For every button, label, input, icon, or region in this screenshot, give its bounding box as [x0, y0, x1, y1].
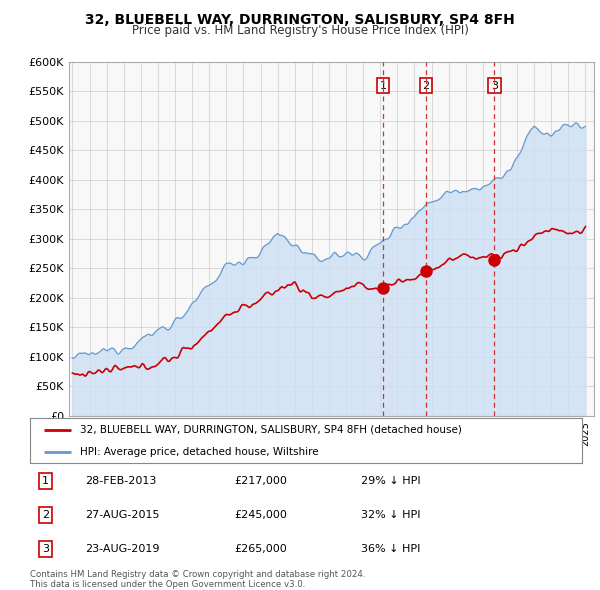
- Text: 1: 1: [380, 81, 386, 90]
- Text: 2: 2: [422, 81, 430, 90]
- Text: 3: 3: [491, 81, 498, 90]
- Text: £245,000: £245,000: [234, 510, 287, 520]
- Text: Contains HM Land Registry data © Crown copyright and database right 2024.
This d: Contains HM Land Registry data © Crown c…: [30, 570, 365, 589]
- Text: 32, BLUEBELL WAY, DURRINGTON, SALISBURY, SP4 8FH: 32, BLUEBELL WAY, DURRINGTON, SALISBURY,…: [85, 13, 515, 27]
- Text: 36% ↓ HPI: 36% ↓ HPI: [361, 544, 421, 554]
- Text: 32, BLUEBELL WAY, DURRINGTON, SALISBURY, SP4 8FH (detached house): 32, BLUEBELL WAY, DURRINGTON, SALISBURY,…: [80, 425, 461, 435]
- Text: HPI: Average price, detached house, Wiltshire: HPI: Average price, detached house, Wilt…: [80, 447, 319, 457]
- Text: £217,000: £217,000: [234, 476, 287, 486]
- Text: £265,000: £265,000: [234, 544, 287, 554]
- Text: 27-AUG-2015: 27-AUG-2015: [85, 510, 160, 520]
- Text: 2: 2: [42, 510, 49, 520]
- Text: 32% ↓ HPI: 32% ↓ HPI: [361, 510, 421, 520]
- Text: 3: 3: [42, 544, 49, 554]
- Text: Price paid vs. HM Land Registry's House Price Index (HPI): Price paid vs. HM Land Registry's House …: [131, 24, 469, 37]
- Text: 1: 1: [42, 476, 49, 486]
- Text: 23-AUG-2019: 23-AUG-2019: [85, 544, 160, 554]
- Text: 28-FEB-2013: 28-FEB-2013: [85, 476, 157, 486]
- Text: 29% ↓ HPI: 29% ↓ HPI: [361, 476, 421, 486]
